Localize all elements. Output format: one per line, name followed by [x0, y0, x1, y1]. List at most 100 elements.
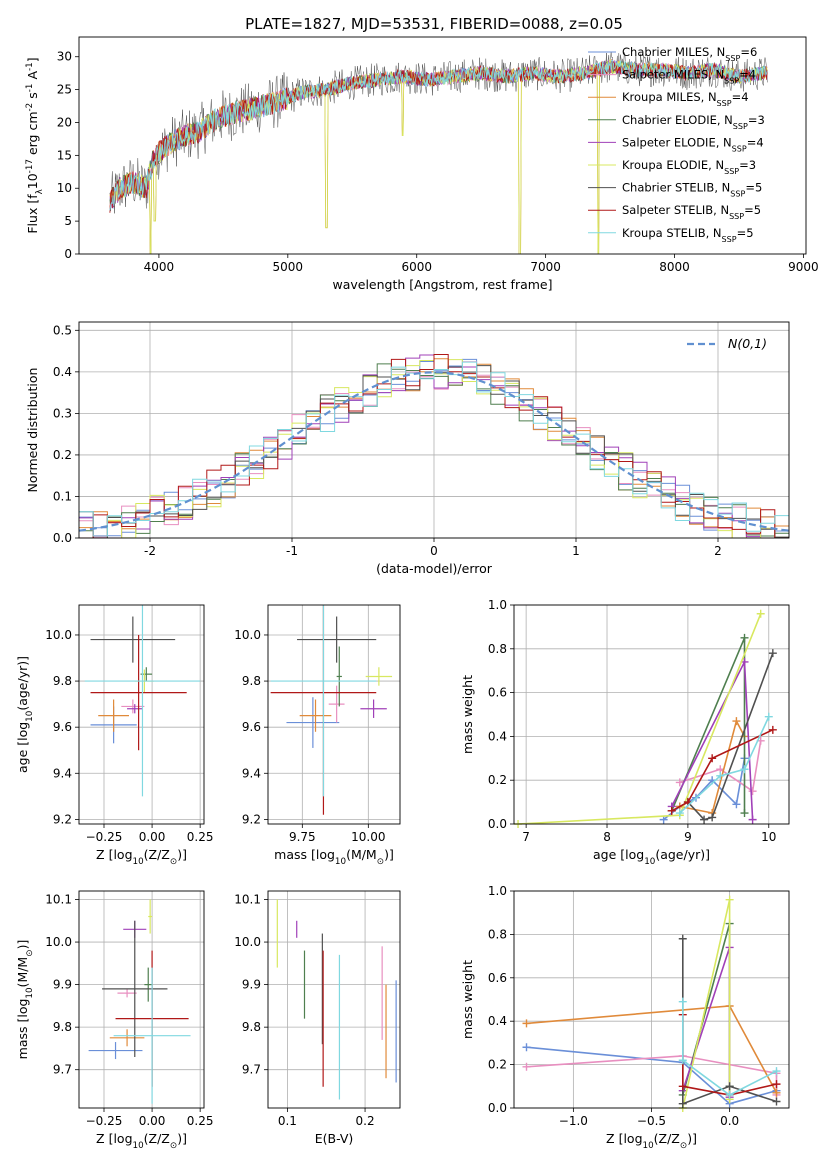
x-tick-label: 8	[603, 830, 611, 844]
y-tick-label: 0.6	[488, 686, 507, 700]
y-axis-label: Normed distribution	[25, 368, 40, 493]
weight-marker	[708, 813, 717, 822]
y-axis-label: mass weight	[460, 960, 475, 1039]
y-tick-label: 10.1	[234, 893, 261, 907]
y-tick-label: 1.0	[488, 884, 507, 898]
y-tick-label: 9.6	[242, 720, 261, 734]
x-tick-label: 0.1	[278, 1114, 297, 1128]
axes-frame	[513, 890, 790, 1109]
spectrum-line	[109, 59, 768, 211]
x-axis-label: (data-model)/error	[376, 561, 493, 576]
y-tick-label: 9.9	[242, 978, 261, 992]
x-tick-label: 6000	[401, 260, 432, 274]
x-axis-label: Z [log10(Z/Z⊙)]	[96, 1131, 187, 1151]
y-axis-label: mass weight	[460, 675, 475, 754]
y-tick-label: 9.8	[53, 674, 72, 688]
weight-marker	[678, 1082, 687, 1091]
weight-marker	[768, 649, 777, 658]
y-tick-label: 1.0	[488, 598, 507, 612]
y-axis-label: mass [log10(M/M⊙)]	[15, 940, 35, 1060]
y-tick-label: 9.4	[53, 766, 72, 780]
weight-vs-metallicity-plot: −1.0 −0.5 0.0 0.0 0.2 0.4 0.6 0.8 1.0 Z [log10(Z/…	[460, 884, 790, 1151]
weight-marker	[678, 1056, 687, 1065]
weight-marker	[725, 1090, 734, 1099]
y-tick-label: 9.6	[53, 720, 72, 734]
y-tick-label: 0.3	[53, 406, 72, 420]
age-vs-metallicity-plot: −0.25 0.00 0.25 9.2 9.4 9.6 9.8 10.0 Z [log10(Z/…	[15, 604, 214, 867]
y-tick-label: 9.7	[53, 1063, 72, 1077]
y-tick-label: 0.8	[488, 927, 507, 941]
y-axis-label: Flux [fλ10-17 erg cm-2 s-1 A-1]	[25, 57, 45, 233]
weight-marker	[675, 809, 684, 818]
histogram-step	[79, 361, 789, 537]
weight-marker	[522, 1062, 531, 1071]
weight-marker	[667, 806, 676, 815]
weight-vs-age-plot: 7 8 9 10 0.0 0.2 0.4 0.6 0.8 1.0 age [log10(age/yr…	[460, 598, 790, 867]
weight-marker	[772, 1088, 781, 1097]
legend-entry: Kroupa ELODIE, NSSP=3	[622, 158, 756, 176]
x-tick-label: 0.00	[139, 1114, 166, 1128]
x-tick-label: 0.00	[139, 830, 166, 844]
x-tick-label: −0.25	[86, 1114, 123, 1128]
x-tick-label: 8000	[659, 260, 690, 274]
legend-entry: Salpeter MILES, NSSP=4	[622, 68, 756, 86]
legend-entry: N(0,1)	[728, 336, 767, 351]
y-tick-label: 5	[64, 214, 72, 228]
y-tick-label: 0.2	[488, 1058, 507, 1072]
weight-marker	[748, 815, 757, 824]
axes-frame	[78, 890, 205, 1109]
x-tick-label: 0.25	[187, 830, 214, 844]
weight-series-line	[526, 1046, 777, 1105]
x-axis-label: E(B-V)	[315, 1131, 354, 1146]
weight-series-line	[663, 758, 746, 821]
legend-entry: Chabrier MILES, NSSP=6	[622, 45, 757, 63]
x-tick-label: 9000	[788, 260, 819, 274]
y-tick-label: 20	[57, 115, 72, 129]
weight-marker	[756, 609, 765, 618]
y-tick-label: 9.4	[242, 766, 261, 780]
x-tick-label: -2	[144, 544, 156, 558]
weight-marker	[522, 1019, 531, 1028]
y-tick-label: 0.0	[53, 531, 72, 545]
y-tick-label: 9.8	[53, 1020, 72, 1034]
y-tick-label: 9.7	[242, 1063, 261, 1077]
weight-marker	[768, 725, 777, 734]
y-tick-label: 10.0	[234, 628, 261, 642]
weight-marker	[522, 1043, 531, 1052]
weight-marker	[700, 815, 709, 824]
y-tick-label: 0.0	[488, 817, 507, 831]
axes-frame	[513, 604, 790, 825]
x-tick-label: 0.2	[356, 1114, 375, 1128]
y-axis-label: age [log10(age/yr)]	[15, 656, 35, 773]
y-tick-label: 0.0	[488, 1101, 507, 1115]
x-axis-label: age [log10(age/yr)]	[593, 847, 710, 867]
weight-marker	[740, 809, 749, 818]
y-tick-label: 0	[64, 247, 72, 261]
weight-marker	[740, 633, 749, 642]
x-tick-label: 10	[761, 830, 776, 844]
y-tick-label: 10.0	[45, 628, 72, 642]
weight-marker	[708, 754, 717, 763]
x-tick-label: 7	[522, 830, 530, 844]
age-vs-mass-plot: 9.75 10.00 9.2 9.4 9.6 9.8 10.0 mass [log10(M/M…	[234, 604, 401, 867]
x-tick-label: −0.5	[637, 1114, 666, 1128]
weight-series-line	[671, 729, 774, 812]
weight-marker	[678, 997, 687, 1006]
legend-entry: Kroupa MILES, NSSP=4	[622, 90, 749, 108]
x-tick-label: −1.0	[559, 1114, 588, 1128]
y-tick-label: 25	[57, 83, 72, 97]
legend-entry: Chabrier STELIB, NSSP=5	[622, 181, 762, 199]
spectrum-plot: 4000 5000 6000 7000 8000 9000 0 5 10 15 20 25 30 wave…	[25, 36, 819, 292]
y-tick-label: 10.0	[234, 935, 261, 949]
weight-marker	[764, 712, 773, 721]
y-tick-label: 9.2	[53, 812, 72, 826]
legend-entry: Salpeter ELODIE, NSSP=4	[622, 135, 764, 153]
weight-marker	[716, 771, 725, 780]
y-tick-label: 9.8	[242, 1020, 261, 1034]
y-tick-label: 0.4	[53, 365, 72, 379]
weight-marker	[748, 787, 757, 796]
y-tick-label: 9.9	[53, 978, 72, 992]
weight-marker	[659, 815, 668, 824]
weight-marker	[725, 1082, 734, 1091]
weight-marker	[772, 1097, 781, 1106]
